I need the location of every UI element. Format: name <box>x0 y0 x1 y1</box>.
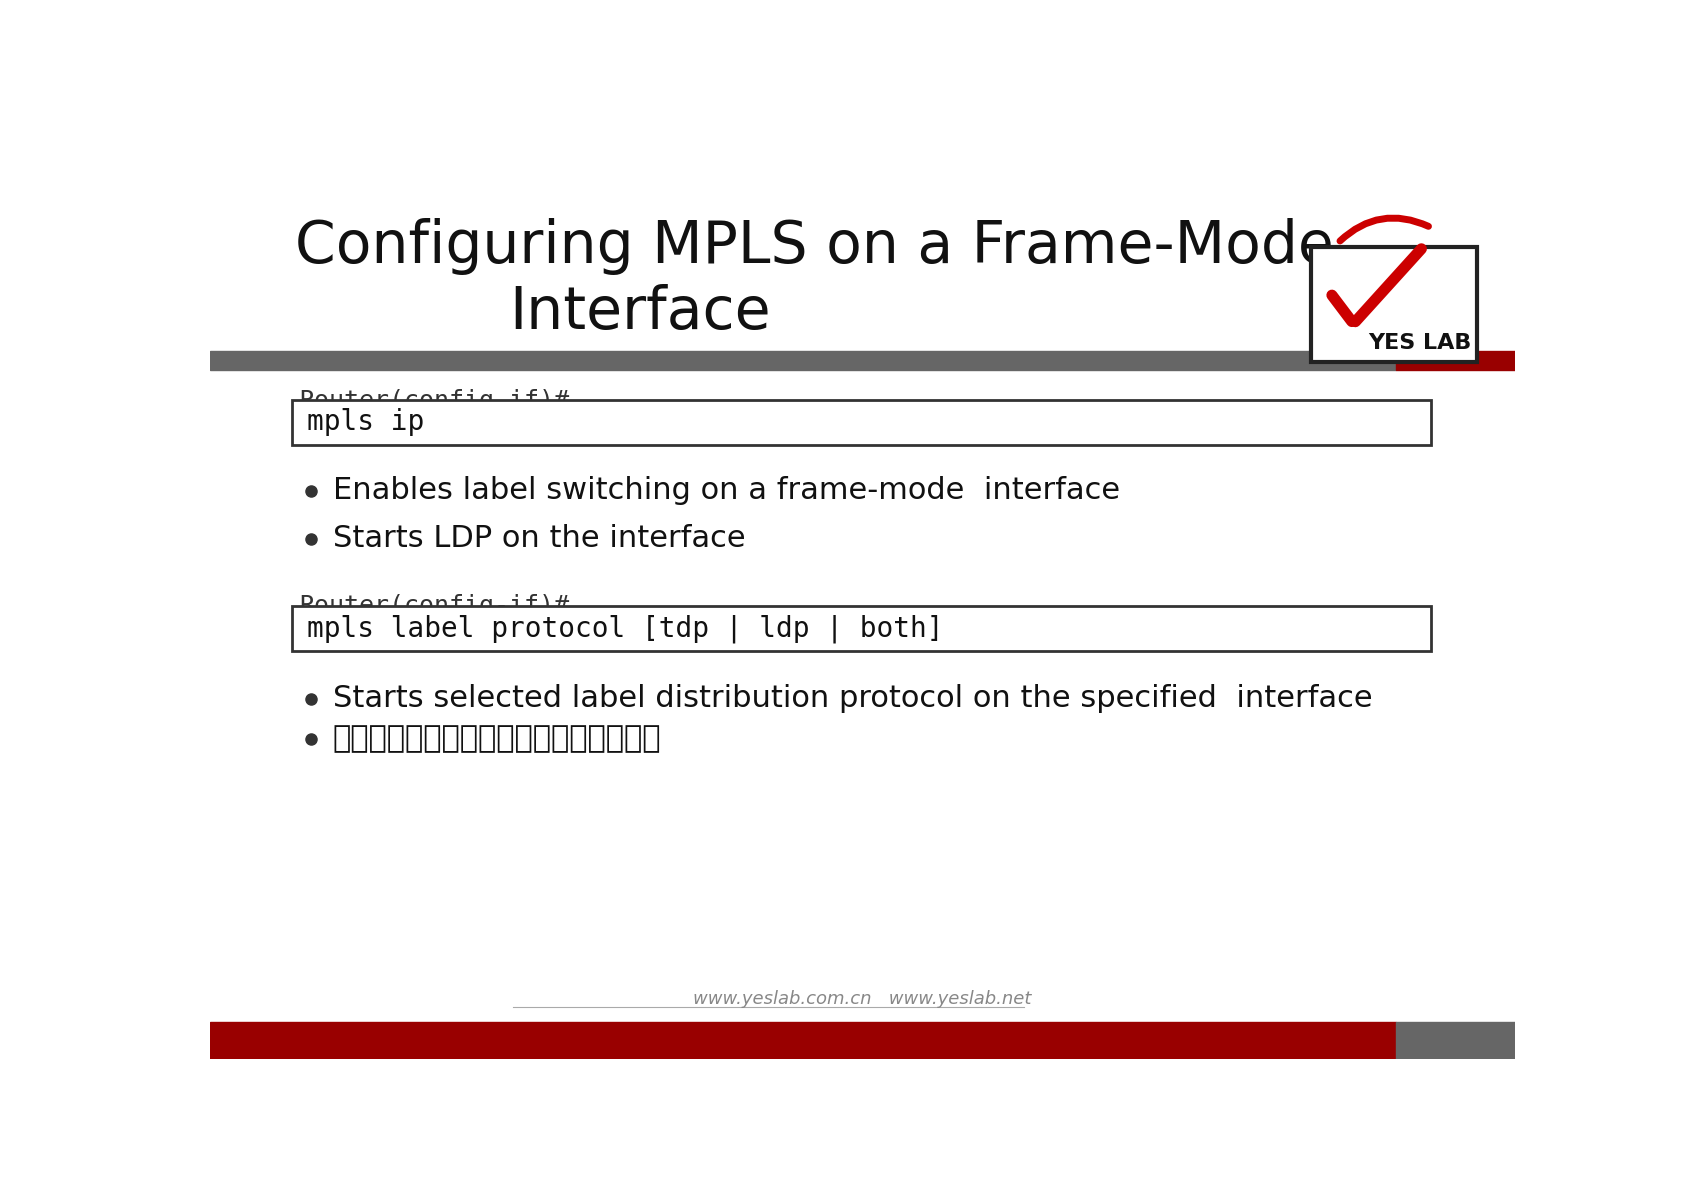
Bar <box>1310 246 1477 362</box>
Text: Router(config-if)#: Router(config-if)# <box>299 594 569 619</box>
Text: Configuring MPLS on a Frame-Mode: Configuring MPLS on a Frame-Mode <box>296 218 1334 275</box>
Text: www.yeslab.com.cn   www.yeslab.net: www.yeslab.com.cn www.yeslab.net <box>693 990 1031 1008</box>
Text: Enables label switching on a frame-mode  interface: Enables label switching on a frame-mode … <box>333 476 1119 506</box>
Text: Router(config-if)#: Router(config-if)# <box>299 389 569 413</box>
Text: 在指定的接口上启动选定的标签分发协议: 在指定的接口上启动选定的标签分发协议 <box>333 725 661 753</box>
Bar <box>291 607 1430 651</box>
Text: YES LAB: YES LAB <box>1367 333 1470 353</box>
Text: mpls label protocol [tdp | ldp | both]: mpls label protocol [tdp | ldp | both] <box>308 614 944 643</box>
Bar <box>291 400 1430 445</box>
Text: mpls ip: mpls ip <box>308 408 424 437</box>
Bar <box>1396 1022 1514 1059</box>
Bar <box>210 1022 1396 1059</box>
Bar <box>210 351 1396 370</box>
Text: Starts LDP on the interface: Starts LDP on the interface <box>333 524 745 553</box>
Bar <box>1396 351 1514 370</box>
Text: Interface: Interface <box>510 283 770 340</box>
Text: Starts selected label distribution protocol on the specified  interface: Starts selected label distribution proto… <box>333 684 1371 713</box>
